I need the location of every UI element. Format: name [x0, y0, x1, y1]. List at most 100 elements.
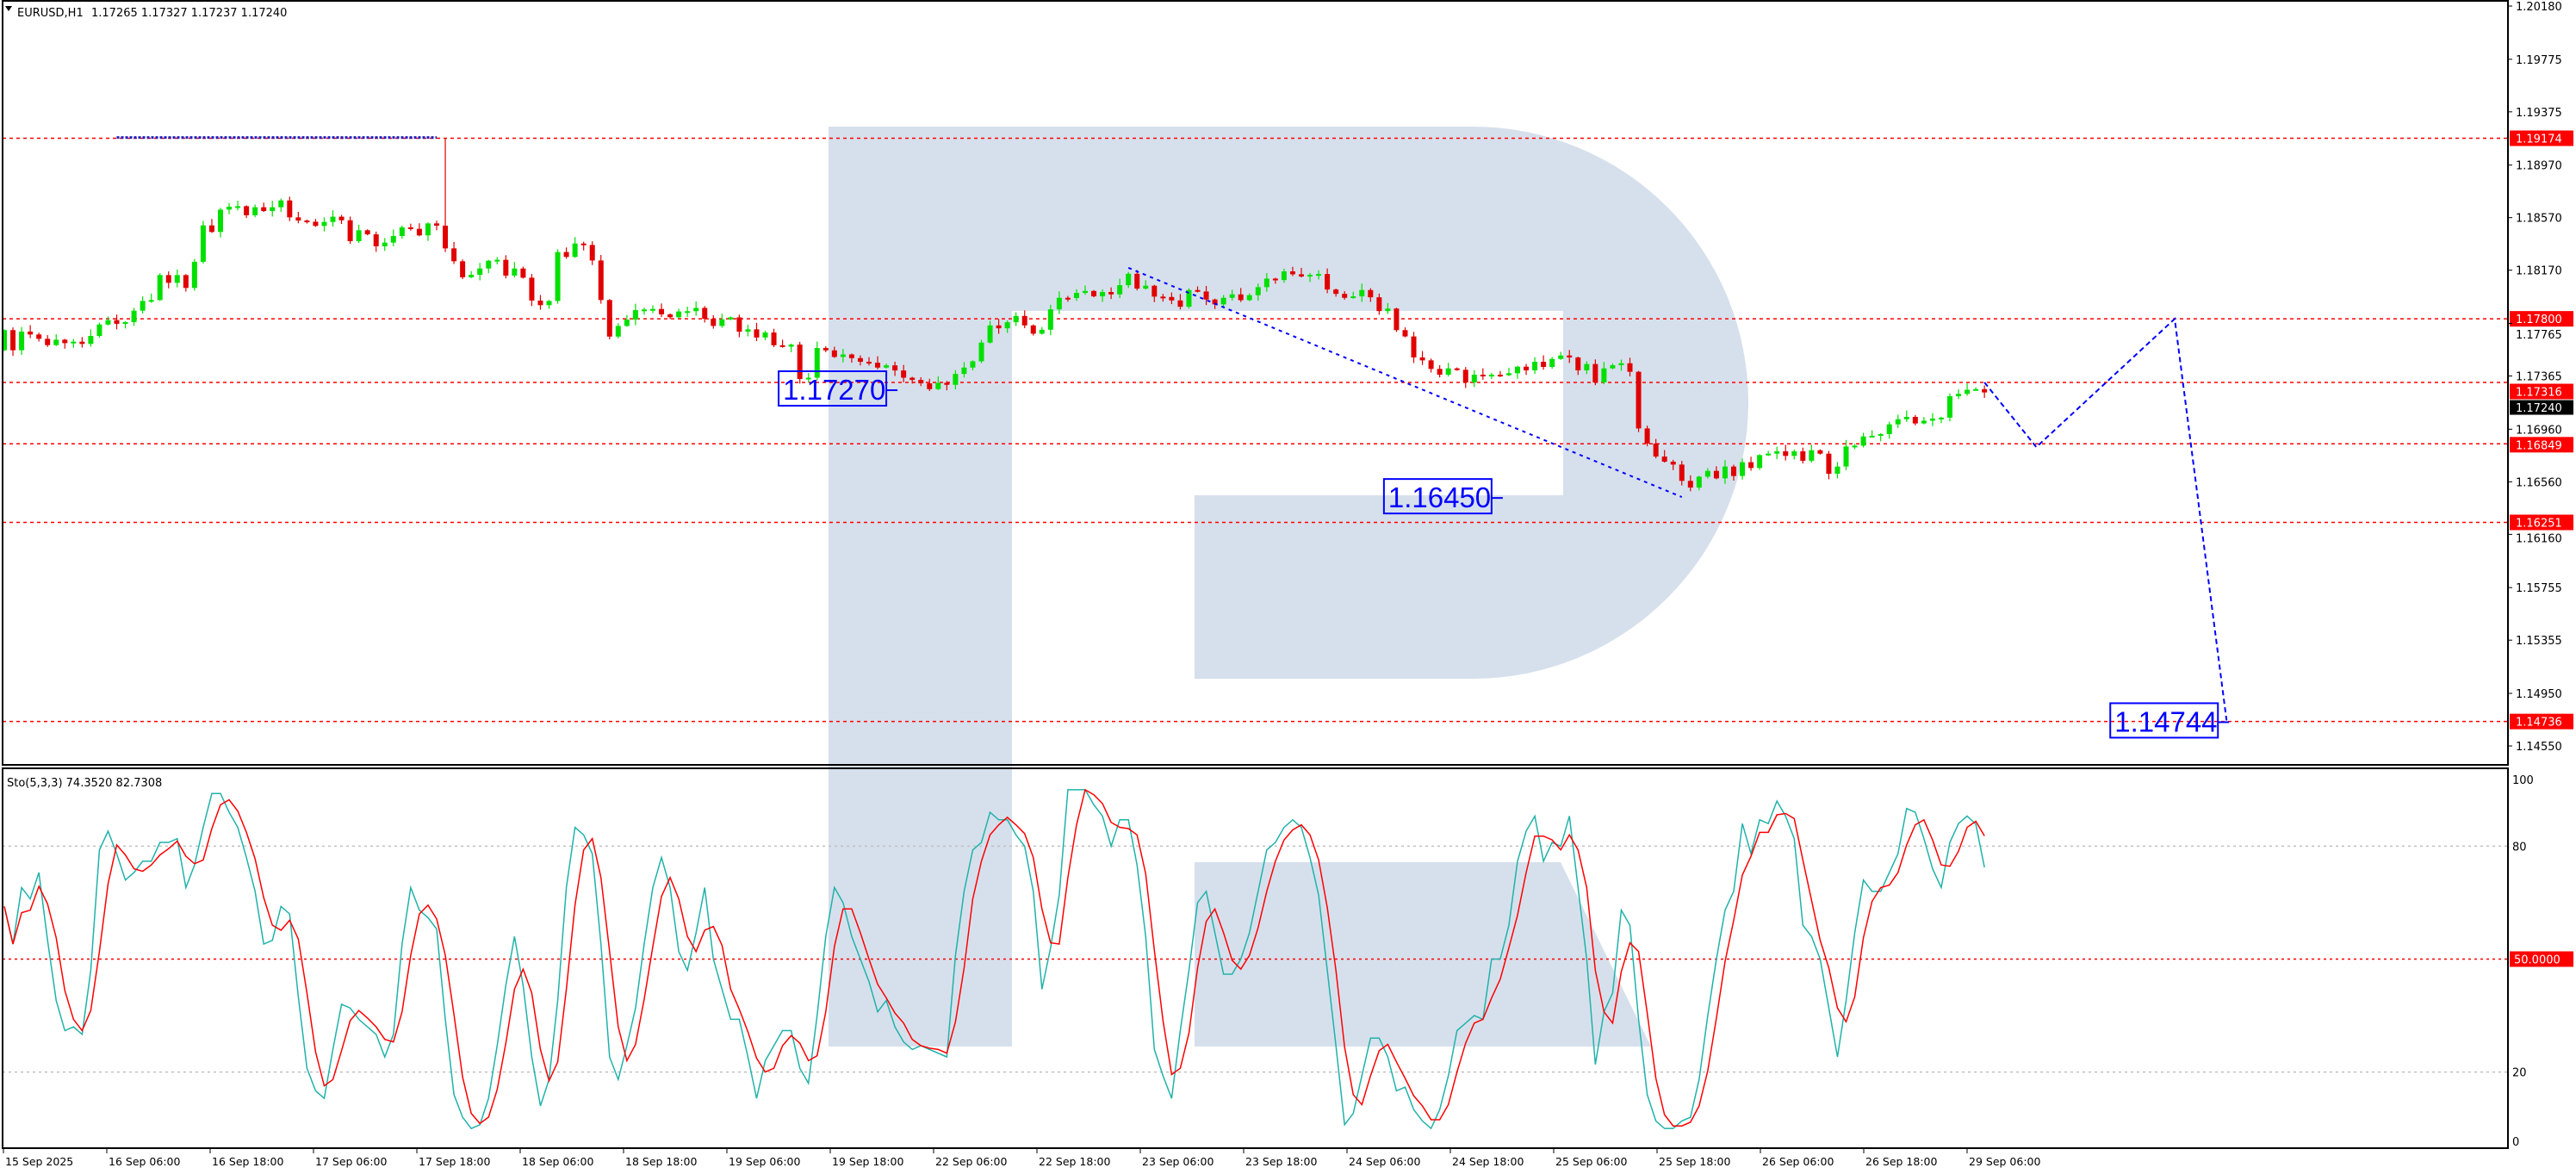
candle: [2, 329, 7, 351]
candle-body: [235, 206, 241, 208]
candle-body: [1047, 309, 1053, 330]
candle-body: [1774, 450, 1780, 454]
candle: [659, 303, 665, 318]
price-annotation[interactable]: 1.16450: [1382, 478, 1503, 515]
stoch-k-line: [3, 789, 1985, 1130]
candle: [10, 327, 16, 357]
candle-body: [711, 319, 717, 326]
candle-body: [1100, 292, 1106, 297]
trend-line[interactable]: [1127, 267, 1683, 498]
price-annotation[interactable]: 1.17270: [778, 370, 898, 407]
candle: [615, 323, 621, 339]
stoch-50-label: 50.0000: [2514, 954, 2560, 967]
candle: [1411, 332, 1417, 363]
candle-body: [1834, 466, 1840, 475]
candle: [79, 337, 85, 348]
level-price-label: 1.17316: [2516, 387, 2562, 400]
candle-body: [356, 230, 362, 241]
candle-body: [875, 363, 881, 368]
candle-body: [598, 260, 604, 301]
candle-body: [1350, 296, 1356, 299]
candle: [191, 258, 197, 291]
candle: [157, 273, 163, 301]
candle: [1592, 359, 1598, 386]
candle: [875, 356, 881, 370]
candle-body: [1497, 374, 1503, 376]
candle: [1030, 324, 1036, 336]
stoch-tick-label: 80: [2512, 841, 2527, 854]
candle: [1809, 444, 1815, 463]
candle: [443, 138, 449, 252]
candle-body: [122, 321, 128, 324]
candle-body: [944, 382, 950, 385]
time-tick-label: 19 Sep 06:00: [729, 1155, 800, 1168]
candle: [399, 225, 405, 239]
candle-body: [105, 320, 111, 325]
candle-body: [1575, 357, 1581, 370]
candle-body: [857, 357, 863, 363]
candle-body: [157, 275, 163, 301]
candle-body: [1333, 289, 1339, 295]
candle-body: [321, 221, 327, 227]
candle-body: [1757, 455, 1763, 469]
candle-body: [935, 382, 941, 389]
candle-body: [805, 377, 811, 380]
symbol-label: EURUSD,H1: [17, 7, 84, 20]
candle-body: [114, 320, 120, 324]
time-axis[interactable]: 15 Sep 2025 16 Sep 06:00 16 Sep 18:00 17 Se…: [3, 1148, 2040, 1168]
candle: [987, 320, 993, 344]
candle: [728, 316, 734, 320]
candle-body: [650, 308, 655, 311]
candle-body: [1359, 289, 1365, 297]
candle-body: [1212, 299, 1218, 305]
candle: [667, 313, 673, 320]
price-axis[interactable]: 1.20180 1.19775 1.19375 1.19174 1.18970 1.185…: [2508, 1, 2573, 754]
candle-body: [1368, 289, 1374, 298]
candle-body: [745, 329, 751, 332]
horizontal-levels: [3, 137, 2508, 723]
candle: [1229, 289, 1235, 301]
candle: [944, 381, 950, 391]
candle: [270, 201, 276, 217]
candle-body: [719, 319, 725, 326]
candle-body: [1177, 300, 1183, 307]
watermark-logo: [829, 127, 1748, 1047]
candle: [503, 255, 509, 279]
candle-body: [287, 200, 293, 218]
candle-body: [901, 370, 907, 378]
candle-body: [1524, 366, 1530, 370]
price-tick-label: 1.19375: [2516, 107, 2562, 120]
forecast-path[interactable]: [1983, 317, 2228, 721]
time-tick-label: 18 Sep 06:00: [522, 1155, 593, 1168]
candle-body: [1817, 450, 1823, 454]
candle: [1073, 289, 1079, 301]
candle: [848, 353, 854, 363]
candle: [244, 205, 250, 219]
candle-body: [1186, 289, 1192, 307]
triangle-down-icon[interactable]: [5, 6, 12, 11]
candle: [1238, 288, 1244, 302]
candle-body: [529, 277, 535, 301]
candle: [218, 208, 223, 238]
candle-body: [1636, 371, 1642, 429]
main-panel-frame: [2, 0, 2509, 766]
candle-body: [1929, 418, 1935, 421]
candle-body: [1541, 362, 1547, 367]
candle-body: [1385, 308, 1391, 312]
candle: [1505, 367, 1511, 376]
candle-body: [1895, 419, 1901, 425]
price-tick-label: 1.19775: [2516, 54, 2562, 67]
candle: [1766, 450, 1772, 457]
candle: [857, 355, 863, 366]
price-tick-label: 1.18970: [2516, 160, 2562, 173]
time-tick-label: 17 Sep 18:00: [419, 1155, 490, 1168]
price-annotation[interactable]: 1.14744: [2109, 702, 2230, 739]
candle-body: [927, 383, 933, 389]
time-tick-label: 25 Sep 18:00: [1659, 1155, 1730, 1168]
candle-body: [537, 300, 543, 306]
candle-body: [347, 220, 353, 241]
candle: [1610, 363, 1616, 370]
candle-body: [460, 261, 466, 277]
candle-body: [304, 221, 310, 223]
